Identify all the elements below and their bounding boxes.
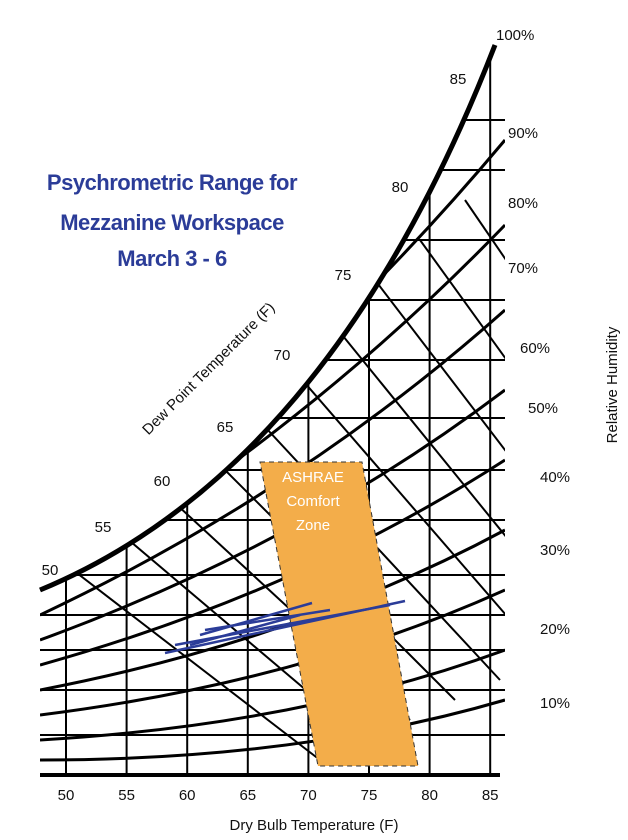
dew-point-label: 50 [42, 562, 59, 579]
dew-point-label: 55 [95, 519, 112, 536]
rh-label: 50% [528, 400, 558, 417]
wet-bulb-line [419, 239, 505, 601]
chart-title: Psychrometric Range for [47, 170, 298, 195]
rh-label: 100% [496, 27, 534, 44]
x-tick-label: 50 [58, 787, 75, 804]
x-tick-label: 55 [118, 787, 135, 804]
dew-point-label: 65 [217, 419, 234, 436]
chart-title: Mezzanine Workspace [60, 210, 284, 235]
rh-axis-label: Relative Humidity [604, 326, 621, 443]
rh-label: 80% [508, 195, 538, 212]
rh-label: 90% [508, 125, 538, 142]
chart-title: March 3 - 6 [117, 246, 227, 271]
dew-point-label: 75 [335, 267, 352, 284]
x-tick-label: 70 [300, 787, 317, 804]
measured-range [164, 599, 406, 655]
rh-curve [40, 588, 505, 717]
x-tick-label: 85 [482, 787, 499, 804]
rh-label: 10% [540, 695, 570, 712]
dew-point-label: 80 [392, 179, 409, 196]
comfort-zone-label: Zone [296, 517, 330, 534]
x-axis-label: Dry Bulb Temperature (F) [230, 817, 399, 834]
rh-label: 40% [540, 469, 570, 486]
saturation-curve [39, 44, 498, 593]
rh-label: 60% [520, 340, 550, 357]
rh-label: 70% [508, 260, 538, 277]
wet-bulb-line [329, 319, 505, 641]
x-tick-label: 60 [179, 787, 196, 804]
rh-label: 30% [540, 542, 570, 559]
wet-bulb-line [284, 359, 505, 661]
rh-label: 20% [540, 621, 570, 638]
wet-bulb-line [374, 279, 505, 621]
rh-curve [40, 648, 505, 742]
comfort-zone-label: ASHRAE [282, 469, 344, 486]
dew-point-label: 85 [450, 71, 467, 88]
x-tick-label: 75 [361, 787, 378, 804]
x-tick-label: 65 [239, 787, 256, 804]
wet-bulb-line [59, 559, 321, 761]
dew-point-label: 60 [154, 473, 171, 490]
comfort-zone-label: Comfort [286, 493, 340, 510]
dew-point-label: 70 [274, 347, 291, 364]
dew-point-axis-label: Dew Point Temperature (F) [139, 299, 278, 438]
x-tick-label: 80 [421, 787, 438, 804]
rh-curve [40, 698, 505, 762]
